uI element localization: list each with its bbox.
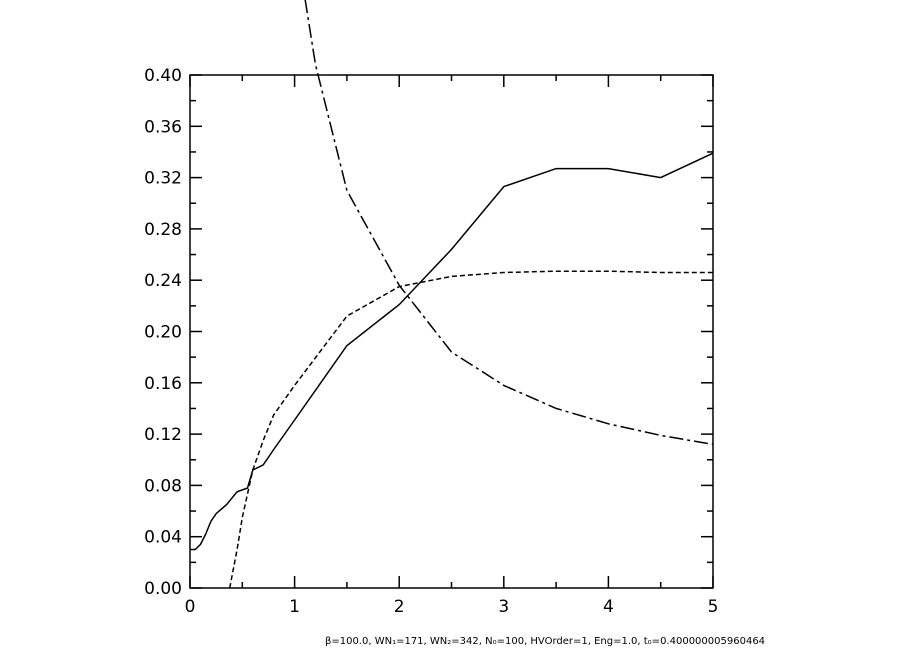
y-tick-label: 0.36	[144, 117, 182, 137]
x-tick-label: 5	[708, 597, 719, 617]
y-tick-label: 0.28	[144, 220, 182, 240]
plot-frame	[189, 74, 714, 589]
footnote: β=100.0, WN₁=171, WN₂=342, N₀=100, HVOrd…	[325, 636, 765, 647]
x-tick-label: 3	[498, 597, 509, 617]
line-series	[228, 270, 713, 589]
y-tick-label: 0.04	[144, 528, 182, 548]
y-tick-label: 0.08	[144, 476, 182, 496]
x-tick-label: 1	[289, 597, 300, 617]
x-tick-label: 4	[603, 597, 614, 617]
y-tick-label: 0.40	[144, 66, 182, 86]
y-tick-label: 0.00	[144, 579, 182, 599]
y-tick-label: 0.16	[144, 374, 182, 394]
y-tick-label: 0.12	[144, 425, 182, 445]
line-series	[304, 0, 714, 446]
y-tick-label: 0.24	[144, 271, 182, 291]
y-tick-label: 0.32	[144, 169, 182, 189]
x-tick-label: 0	[185, 597, 196, 617]
x-tick-label: 2	[394, 597, 405, 617]
line-series	[190, 152, 714, 551]
y-tick-label: 0.20	[144, 323, 182, 343]
